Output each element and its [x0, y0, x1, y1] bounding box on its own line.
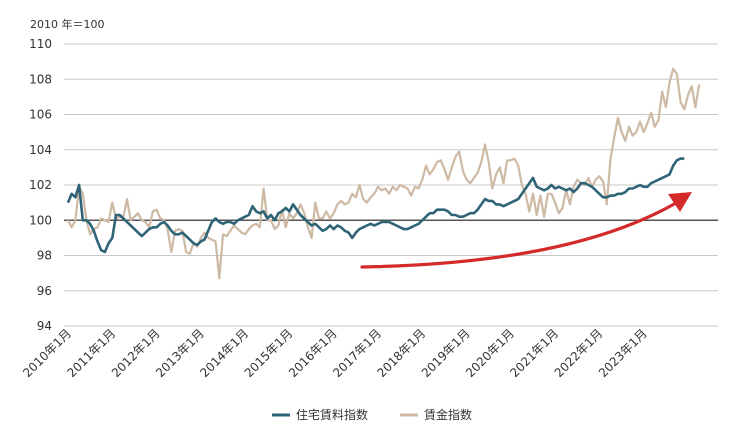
x-tick-labels: 2010年1月2011年1月2012年1月2013年1月2014年1月2015年…: [20, 326, 650, 380]
series-line-wage: [67, 67, 701, 280]
y-tick-labels: 94 96 98 100 102 104 106 108 110: [29, 37, 52, 333]
y-tick-label: 104: [29, 143, 52, 157]
y-tick-label: 108: [29, 72, 52, 86]
legend-label: 賃金指数: [424, 407, 472, 422]
y-tick-label: 106: [29, 108, 52, 122]
y-tick-label: 94: [37, 319, 52, 333]
y-tick-label: 102: [29, 178, 52, 192]
y-tick-label: 96: [37, 284, 52, 298]
y-tick-label: 100: [29, 213, 52, 227]
series-lines: [66, 67, 701, 280]
series-line-rent: [66, 157, 685, 254]
trend-arrow-shaft: [360, 201, 678, 269]
legend: 住宅賃料指数 賃金指数: [272, 407, 472, 422]
gridlines: [64, 43, 718, 327]
legend-label: 住宅賃料指数: [296, 407, 368, 422]
y-unit-label: 2010 年＝100: [30, 17, 105, 31]
trend-arrow-head: [668, 192, 692, 212]
y-tick-label: 110: [29, 37, 52, 51]
x-tick-label: 2023年1月: [596, 326, 650, 380]
upward-trend-arrow: [360, 192, 692, 269]
y-tick-label: 98: [37, 249, 52, 263]
